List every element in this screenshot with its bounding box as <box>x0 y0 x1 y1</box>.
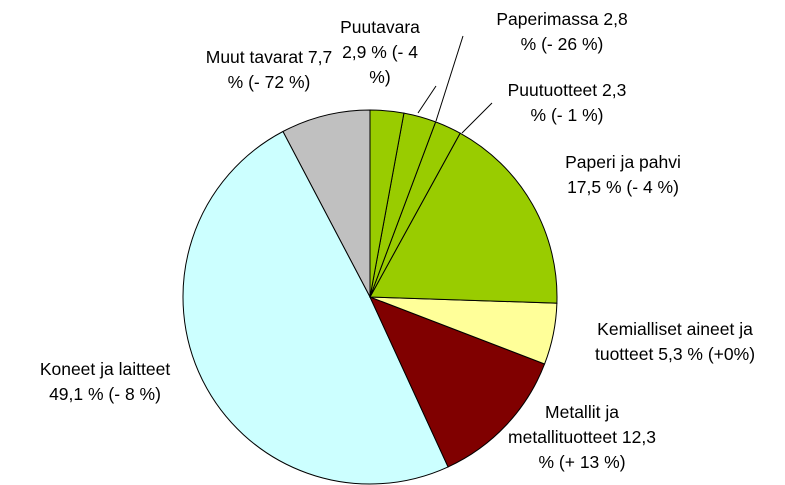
label-change: (- 1 %) <box>550 105 604 125</box>
label-change: (- 8 %) <box>108 384 161 404</box>
slice-label: Muut tavarat 7,7 % (- 72 %) <box>200 45 338 95</box>
slice-label: Metallit ja metallituotteet 12,3 % (+ 13… <box>508 400 656 475</box>
label-name: Paperimassa <box>496 9 599 29</box>
label-value: 2,9 % <box>342 42 387 62</box>
label-name: Puutavara <box>340 17 420 37</box>
slice-label: Kemialliset aineet ja tuotteet 5,3 % (+0… <box>573 317 778 367</box>
label-value: 49,1 % <box>49 384 104 404</box>
label-name: Metallit ja metallituotteet <box>508 402 619 447</box>
label-name: Koneet ja laitteet <box>39 359 171 379</box>
label-change: (+0%) <box>707 344 756 364</box>
slice-label: Puutavara 2,9 % (- 4 %) <box>334 15 426 90</box>
label-name: Muut tavarat <box>205 47 304 67</box>
label-name: Kemialliset aineet ja tuotteet <box>594 319 753 364</box>
label-value: 2,8 % <box>520 9 628 54</box>
pie-slice <box>369 109 405 298</box>
slice-label: Koneet ja laitteet 49,1 % (- 8 %) <box>24 357 186 407</box>
label-change: (- 4 %) <box>369 42 418 87</box>
label-value: 7,7 % <box>227 47 333 92</box>
label-change: (- 4 %) <box>626 177 679 197</box>
label-name: Paperi ja pahvi <box>565 152 681 172</box>
slice-label: Paperimassa 2,8 % (- 26 %) <box>496 7 628 57</box>
slice-label: Paperi ja pahvi 17,5 % (- 4 %) <box>554 150 692 200</box>
leader-line <box>417 85 437 114</box>
label-value: 5,3 % <box>658 344 703 364</box>
label-change: (+ 13 %) <box>558 452 626 472</box>
label-change: (- 26 %) <box>541 34 604 54</box>
pie-slice <box>182 130 449 485</box>
pie-slice <box>369 132 558 304</box>
label-value: 12,3 % <box>538 427 656 472</box>
label-name: Puutuotteet <box>507 80 598 100</box>
leader-line <box>435 35 464 122</box>
label-value: 17,5 % <box>567 177 622 197</box>
label-value: 2,3 % <box>530 80 627 125</box>
slice-label: Puutuotteet 2,3 % (- 1 %) <box>506 78 628 128</box>
pie-slice <box>369 296 546 468</box>
leader-line <box>461 102 493 134</box>
label-change: (- 72 %) <box>248 72 311 92</box>
